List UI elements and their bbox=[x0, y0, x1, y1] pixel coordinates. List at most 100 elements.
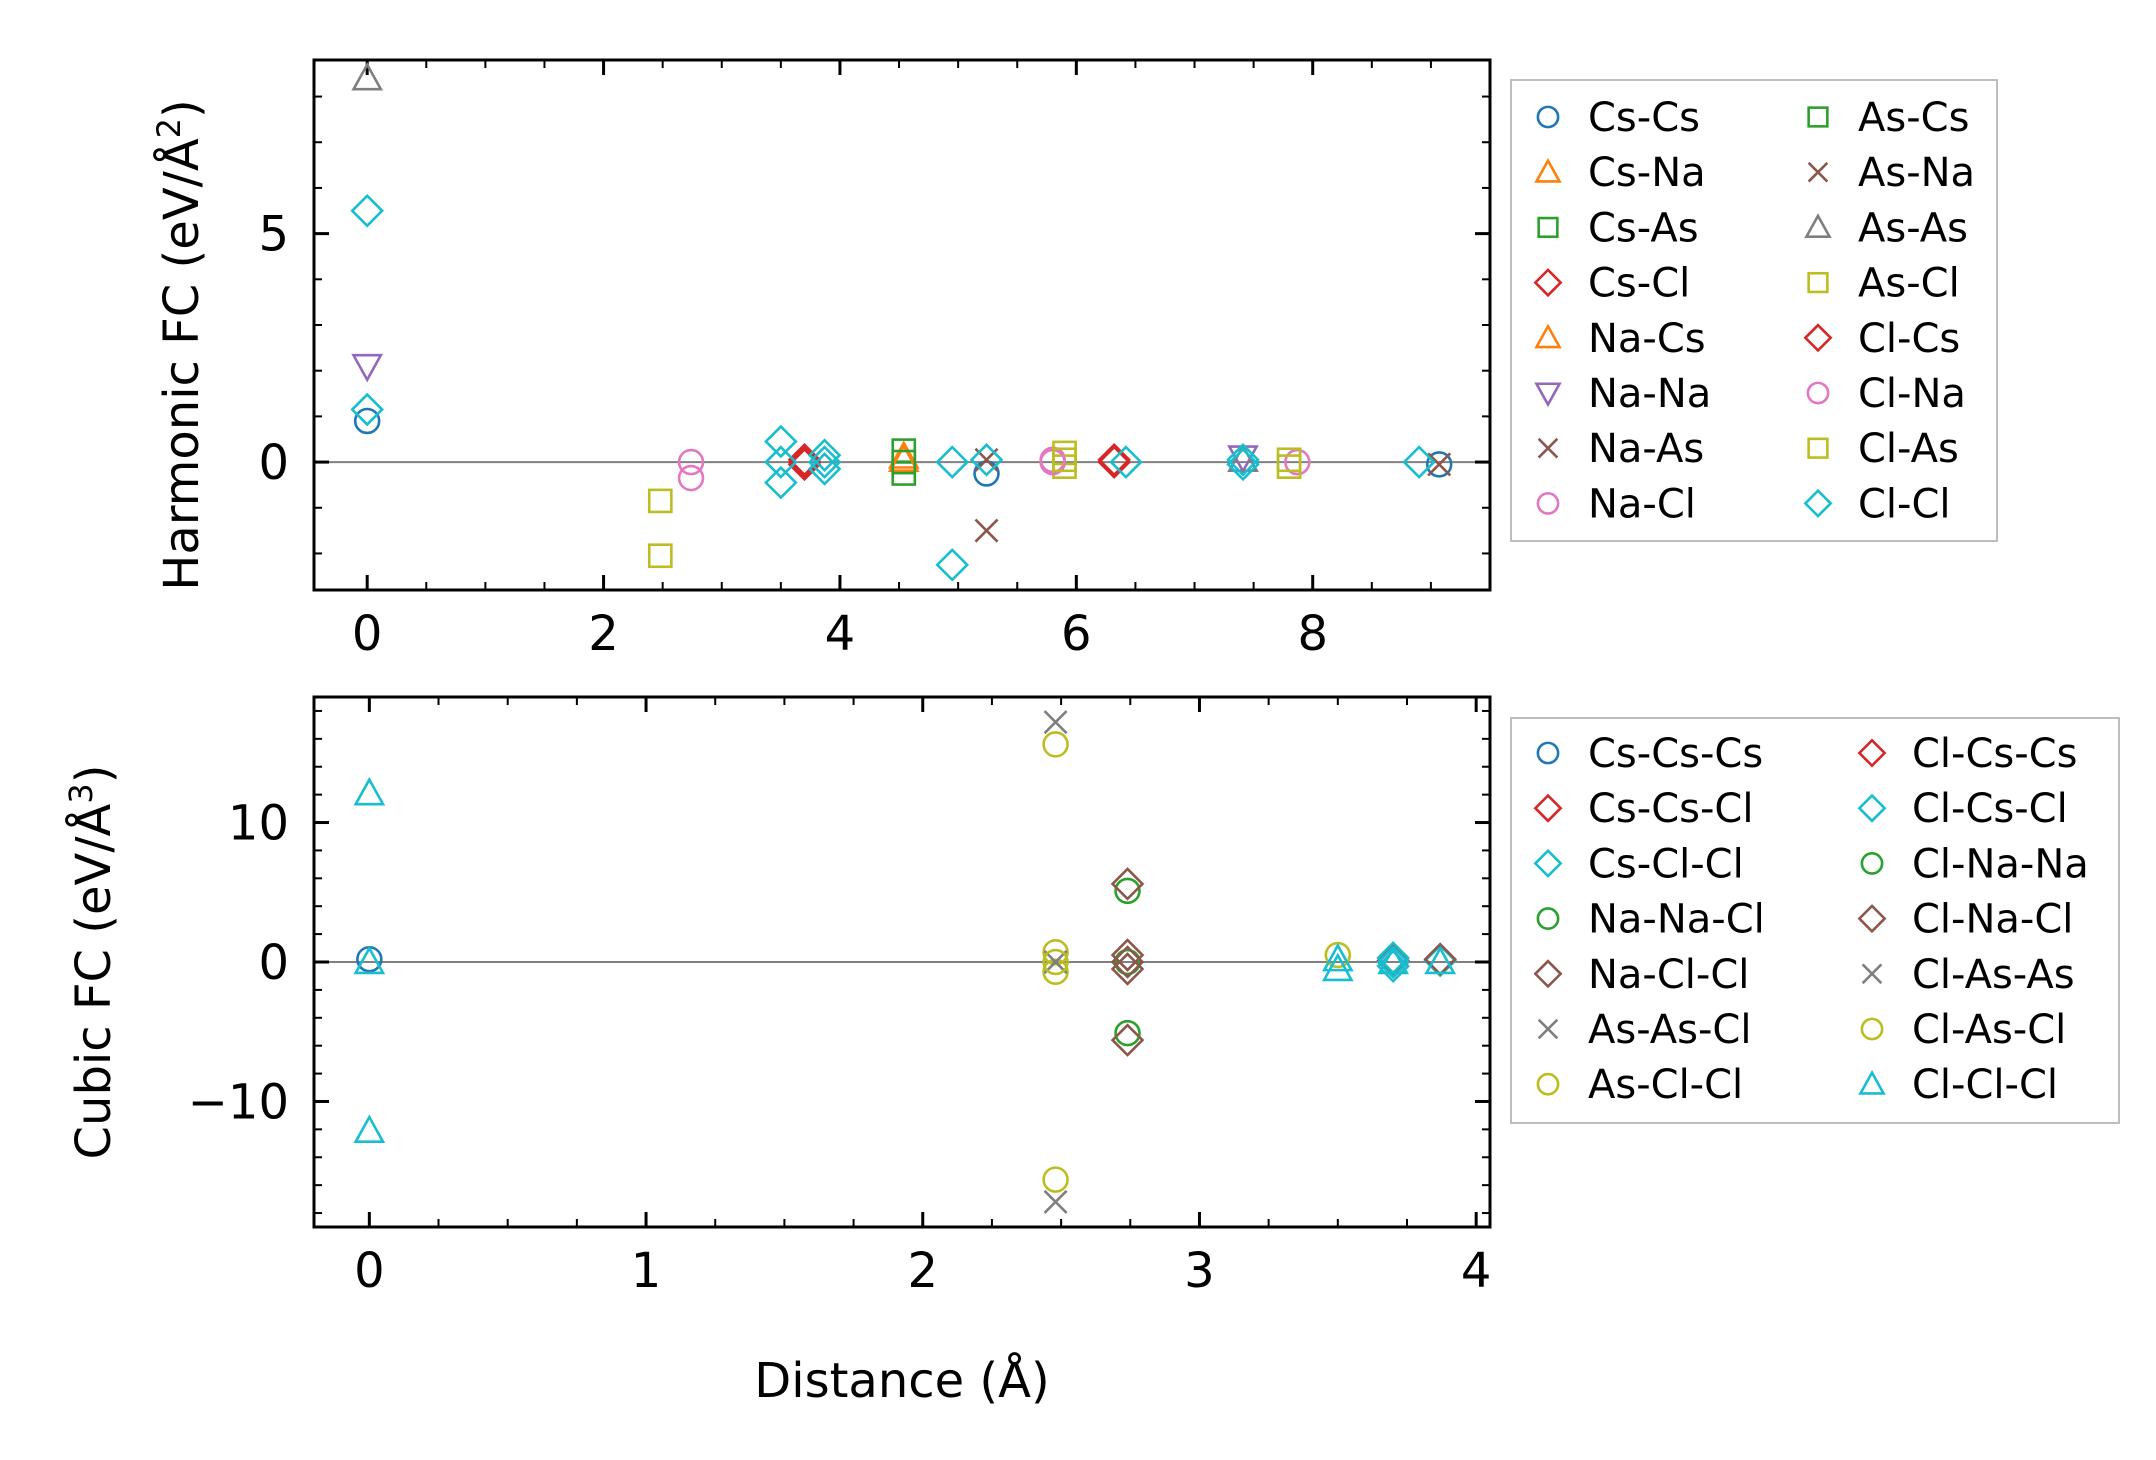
series-as-na bbox=[1427, 452, 1452, 477]
legend-marker bbox=[1536, 491, 1560, 515]
harmonic-y-axis-label: Harmonic FC (eV/Å2) bbox=[150, 99, 210, 591]
data-point bbox=[1114, 1019, 1141, 1047]
x-axis-label: Distance (Å) bbox=[754, 1352, 1049, 1409]
x-tick-label: 2 bbox=[588, 606, 619, 662]
data-point bbox=[935, 445, 970, 479]
series-cl-as-cl bbox=[1042, 731, 1069, 1193]
legend-label: Na-Cl bbox=[1588, 481, 1696, 527]
legend-marker bbox=[1534, 323, 1562, 349]
legend-label: Cs-Na bbox=[1588, 150, 1706, 196]
legend-label: Cl-Cs bbox=[1858, 316, 1960, 362]
series-cl-na-na bbox=[1114, 948, 1141, 976]
data-point bbox=[353, 945, 386, 975]
series-cl-cs-cl bbox=[1376, 945, 1410, 979]
data-point bbox=[887, 443, 920, 473]
data-point bbox=[764, 465, 798, 500]
legend-label: As-Cl-Cl bbox=[1588, 1062, 1743, 1108]
x-tick-label: 4 bbox=[1461, 1243, 1492, 1299]
data-point bbox=[1110, 938, 1145, 972]
data-point bbox=[974, 518, 999, 543]
data-point bbox=[1043, 1189, 1068, 1214]
legend-label: Cs-Cs-Cs bbox=[1588, 731, 1763, 777]
series-cl-cl bbox=[350, 193, 1436, 582]
data-point bbox=[1427, 452, 1452, 477]
legend-marker bbox=[1536, 907, 1560, 931]
series-na-cs bbox=[887, 443, 920, 473]
data-point bbox=[1424, 945, 1457, 975]
legend-marker bbox=[1533, 268, 1563, 298]
data-point bbox=[647, 543, 673, 569]
x-tick-label: 1 bbox=[631, 1243, 662, 1299]
legend-label: Cl-Cs-Cs bbox=[1912, 731, 2077, 777]
cubic-y-axis-label: Cubic FC (eV/Å3) bbox=[62, 765, 122, 1160]
cubic-legend: Cs-Cs-Cs Cs-Cs-Cl Cs-Cl-Cl Na-Na-Cl Na-Cl-Cl… bbox=[1510, 717, 2120, 1124]
data-point bbox=[1227, 443, 1259, 473]
data-point bbox=[1114, 877, 1141, 905]
data-point bbox=[1376, 949, 1410, 983]
legend-marker bbox=[1537, 437, 1559, 459]
legend-label: As-Cs bbox=[1858, 95, 1969, 141]
legend-marker bbox=[1537, 216, 1559, 239]
legend-marker bbox=[1807, 161, 1829, 183]
x-tick-label: 0 bbox=[354, 1243, 385, 1299]
series-cl-as bbox=[1052, 447, 1077, 473]
legend-marker bbox=[1533, 848, 1563, 878]
data-point bbox=[1042, 948, 1069, 976]
data-point bbox=[1097, 445, 1131, 479]
series-cl-na-cl bbox=[1110, 945, 1145, 979]
data-point bbox=[807, 452, 842, 486]
legend-marker bbox=[1860, 851, 1884, 875]
y-tick-label: 0 bbox=[258, 935, 289, 991]
legend-marker bbox=[1534, 157, 1562, 183]
data-point bbox=[1042, 938, 1069, 966]
legend-label: Cs-Cs bbox=[1588, 95, 1700, 141]
legend-marker bbox=[1534, 382, 1562, 408]
series-na-na-cl bbox=[1114, 877, 1141, 1047]
series-cs-na bbox=[887, 440, 920, 469]
x-tick-label: 4 bbox=[825, 606, 856, 662]
legend-label: As-As-Cl bbox=[1588, 1007, 1751, 1053]
data-point bbox=[1276, 454, 1302, 479]
harmonic-fc-panel: 0 2 4 6 805 Harmonic FC (eV/Å2) Cs-CsCs-NaCs… bbox=[150, 58, 1998, 662]
legend-label: As-Cl bbox=[1858, 261, 1960, 307]
data-point bbox=[1042, 1166, 1069, 1193]
data-point bbox=[1043, 710, 1068, 735]
legend-marker bbox=[1804, 213, 1832, 238]
data-point bbox=[1110, 952, 1145, 986]
data-point bbox=[1110, 1023, 1145, 1057]
legend-marker bbox=[1857, 738, 1887, 768]
data-point bbox=[1110, 945, 1145, 979]
legend-label: Cs-Cl bbox=[1588, 261, 1690, 307]
legend-label: Cl-Cl-Cl bbox=[1912, 1062, 2058, 1108]
legend-marker bbox=[1858, 1069, 1886, 1095]
data-point bbox=[1402, 445, 1436, 479]
data-point bbox=[1284, 448, 1311, 476]
harmonic-legend: Cs-Cs Cs-Na Cs-As Cs-Cl Na-Cs Na-Na Na-As Na-Cl… bbox=[1510, 79, 1998, 542]
data-point bbox=[887, 440, 920, 469]
legend-marker bbox=[1857, 793, 1887, 823]
legend-label: Cl-Na bbox=[1858, 371, 1966, 417]
data-point bbox=[764, 445, 798, 479]
legend-label: Na-Cs bbox=[1588, 316, 1706, 362]
legend-label: Cl-Cs-Cl bbox=[1912, 786, 2068, 832]
data-point bbox=[1042, 958, 1069, 986]
y-tick-label: −10 bbox=[188, 1074, 289, 1130]
series-as-cs bbox=[891, 449, 917, 475]
data-point bbox=[1042, 731, 1069, 758]
data-point bbox=[1321, 942, 1354, 972]
series-cl-as-as bbox=[1043, 950, 1068, 974]
data-point bbox=[1226, 447, 1260, 482]
legend-label: Cl-Cl bbox=[1858, 481, 1951, 527]
data-point bbox=[677, 464, 705, 492]
x-tick-label: 6 bbox=[1061, 606, 1092, 662]
data-point bbox=[1052, 447, 1077, 473]
legend-label: Na-Na bbox=[1588, 371, 1711, 417]
data-point bbox=[351, 61, 384, 91]
legend-label: Na-As bbox=[1588, 426, 1704, 472]
legend-marker bbox=[1806, 381, 1830, 405]
data-point bbox=[1377, 945, 1410, 975]
y-tick-label: 10 bbox=[228, 796, 289, 852]
legend-label: Cl-As-As bbox=[1912, 952, 2075, 998]
legend-marker bbox=[1861, 963, 1883, 985]
legend-label: Na-Na-Cl bbox=[1588, 897, 1765, 943]
